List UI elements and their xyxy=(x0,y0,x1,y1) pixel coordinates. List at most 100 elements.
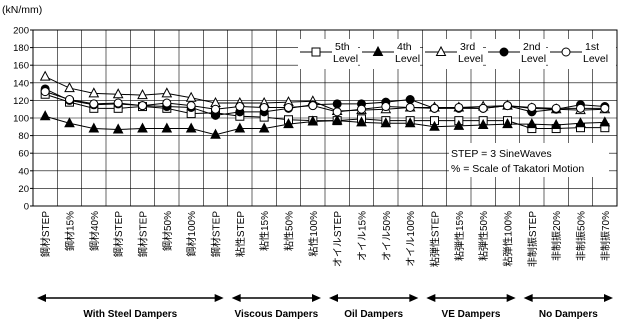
data-point xyxy=(331,114,343,125)
data-point xyxy=(161,87,173,98)
data-point xyxy=(137,89,148,100)
annotation-scale: % = Scale of Takatori Motion xyxy=(451,163,584,175)
y-axis-ticks: 0 20 40 60 80 100 120 140 160 180 200 xyxy=(13,26,33,213)
category-label: 非制振20% xyxy=(550,211,563,261)
data-point xyxy=(503,101,512,111)
category-label: 粘弾性100% xyxy=(502,211,515,267)
y-tick-label: 180 xyxy=(13,43,29,54)
data-point xyxy=(502,118,513,129)
legend-label: 3rd Level xyxy=(458,41,483,65)
group-arrow-head-right xyxy=(506,294,516,302)
y-tick-label: 20 xyxy=(18,184,29,195)
data-point xyxy=(380,117,392,128)
data-point xyxy=(357,104,366,114)
category-label: 鋼材STEP xyxy=(137,211,150,257)
y-tick-label: 40 xyxy=(18,166,29,177)
data-point xyxy=(112,123,124,134)
legend-swatch-marker xyxy=(311,47,321,57)
data-point xyxy=(526,118,538,129)
legend-label: 5th Level xyxy=(333,41,358,65)
category-label: 非制振STEP xyxy=(526,211,539,267)
category-label: 鋼材100% xyxy=(185,211,198,257)
data-point xyxy=(88,122,100,133)
data-point xyxy=(259,102,269,112)
group-label: VE Dampers xyxy=(442,309,501,320)
data-point xyxy=(308,101,318,111)
group-arrow-head-left xyxy=(523,294,533,302)
y-tick-label: 120 xyxy=(13,96,29,107)
data-point xyxy=(576,103,585,113)
category-label: 非制振70% xyxy=(599,211,612,261)
category-label: 鋼材STEP xyxy=(112,211,125,257)
data-point xyxy=(112,88,124,99)
data-point xyxy=(478,103,488,113)
legend-entry-bg xyxy=(360,39,420,69)
data-point xyxy=(210,128,221,139)
data-point xyxy=(332,99,342,109)
legend-swatch-marker xyxy=(435,45,447,56)
category-labels: 鋼材STEP 鋼材15% 鋼材40% 鋼材STEP 鋼材STEP 鋼材50% 鋼材100% 鋼… xyxy=(39,211,612,267)
data-point xyxy=(39,70,51,81)
group-label: No Dampers xyxy=(539,309,598,320)
group-label: With Steel Dampers xyxy=(83,309,177,320)
data-point xyxy=(258,122,270,133)
category-label: オイル100% xyxy=(405,211,417,267)
y-tick-label: 200 xyxy=(13,26,29,37)
data-point xyxy=(65,95,74,105)
y-tick-label: 100 xyxy=(13,114,29,125)
data-point xyxy=(430,103,439,113)
category-label: 粘弾性50% xyxy=(477,211,490,261)
data-point xyxy=(89,99,99,109)
category-label: 鋼材STEP xyxy=(210,211,223,257)
data-point xyxy=(211,104,220,114)
group-arrow-head-right xyxy=(409,294,419,302)
annotation-bg xyxy=(449,143,609,177)
group-arrow-head-left xyxy=(329,294,338,302)
data-point xyxy=(381,102,391,112)
data-point xyxy=(64,117,75,128)
data-point xyxy=(599,116,611,127)
data-point xyxy=(575,117,586,128)
data-point xyxy=(454,102,464,112)
data-point xyxy=(283,118,294,129)
data-point xyxy=(113,98,123,108)
data-point xyxy=(64,82,75,93)
legend-label: 1st Level xyxy=(583,41,608,65)
data-point xyxy=(234,122,246,133)
y-tick-label: 60 xyxy=(18,149,29,160)
data-point xyxy=(404,117,416,128)
category-label: オイル50% xyxy=(381,211,393,261)
legend: 5th Level 4th Level 3rd Level 2nd Level 1st Level xyxy=(298,39,616,69)
category-label: 粘性100% xyxy=(307,211,320,257)
data-point xyxy=(405,95,415,105)
y-tick-label: 140 xyxy=(13,78,29,89)
legend-label: 4th Level xyxy=(395,41,420,65)
series-markers xyxy=(39,70,611,139)
data-point xyxy=(429,120,440,131)
legend-entry-bg xyxy=(486,39,546,69)
data-point xyxy=(405,102,415,112)
data-point xyxy=(161,122,173,133)
data-point xyxy=(186,101,196,111)
category-label: 粘性50% xyxy=(283,211,296,251)
data-point xyxy=(600,103,610,113)
legend-entry-bg xyxy=(423,39,483,69)
y-tick-label: 0 xyxy=(24,202,29,213)
group-arrow-head-right xyxy=(312,294,321,302)
category-label: 鋼材15% xyxy=(64,211,77,251)
y-tick-label: 80 xyxy=(18,131,29,142)
data-point xyxy=(39,110,51,121)
data-point xyxy=(551,103,561,113)
data-point xyxy=(550,118,562,130)
category-label: オイルSTEP xyxy=(332,211,344,267)
plot-frame xyxy=(32,29,618,207)
data-point xyxy=(138,101,147,111)
data-point xyxy=(235,102,245,112)
data-point xyxy=(453,119,465,130)
data-point xyxy=(477,118,489,130)
data-point xyxy=(88,87,100,98)
y-tick-label: 160 xyxy=(13,61,29,72)
group-arrow-head-right xyxy=(604,294,613,302)
category-label: 粘性15% xyxy=(258,211,271,251)
